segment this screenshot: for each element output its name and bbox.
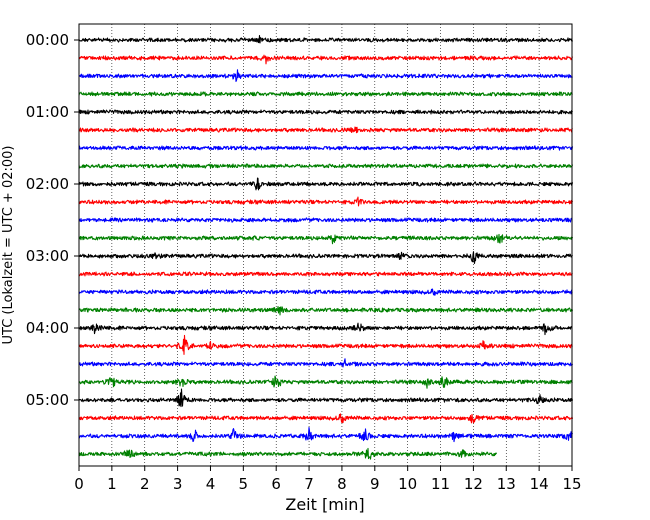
plot-frame [78,23,573,467]
trace-line [78,306,574,316]
trace-line [78,163,574,169]
trace-line [78,358,574,368]
x-tick-label: 10 [398,475,417,493]
x-tick-label: 15 [562,475,581,493]
trace-line [78,322,573,336]
trace-line [78,69,573,82]
x-tick-label: 7 [304,475,314,493]
x-tick-label: 4 [206,475,216,493]
x-tick-label: 6 [271,475,281,493]
y-tick-label: 02:00 [26,175,69,193]
trace-line [78,233,574,245]
trace-group [78,35,574,460]
x-tick-label: 8 [337,475,347,493]
x-tick-label: 3 [173,475,183,493]
x-tick-label: 11 [431,475,450,493]
trace-line [78,271,573,277]
y-tick-label: 00:00 [26,31,69,49]
y-axis-label: UTC (Lokalzeit = UTC + 02:00) [1,146,16,345]
trace-line [78,375,573,389]
x-tick-label: 13 [497,475,516,493]
trace-line [78,91,573,97]
y-axis-ticks: 00:00 01:00 02:00 03:00 04:00 05:00 [26,31,79,409]
trace-line [78,196,574,207]
trace-line [78,109,573,115]
y-tick-label: 05:00 [26,391,69,409]
trace-line [78,334,573,355]
trace-line [78,288,573,296]
trace-line [78,145,574,151]
trace-line [78,413,574,424]
y-tick-label: 04:00 [26,319,69,337]
x-tick-label: 9 [370,475,380,493]
plot-area [79,24,572,466]
trace-line [78,447,498,460]
y-tick-label: 01:00 [26,103,69,121]
trace-line [78,251,573,264]
x-tick-label: 14 [530,475,549,493]
x-axis-label: Zeit [min] [285,495,364,514]
x-tick-label: 5 [239,475,249,493]
x-tick-label: 1 [107,475,117,493]
trace-line [78,35,574,44]
y-tick-label: 03:00 [26,247,69,265]
x-tick-label: 0 [74,475,84,493]
x-axis-ticks: 0 1 2 3 4 5 6 7 8 9 10 11 12 13 14 15 [74,466,582,493]
x-tick-label: 2 [140,475,150,493]
trace-line [78,177,574,191]
trace-line [78,126,573,134]
x-tick-label: 12 [464,475,483,493]
trace-line [78,217,573,223]
trace-line [78,54,574,65]
trace-line [78,388,574,408]
trace-line [78,426,574,443]
